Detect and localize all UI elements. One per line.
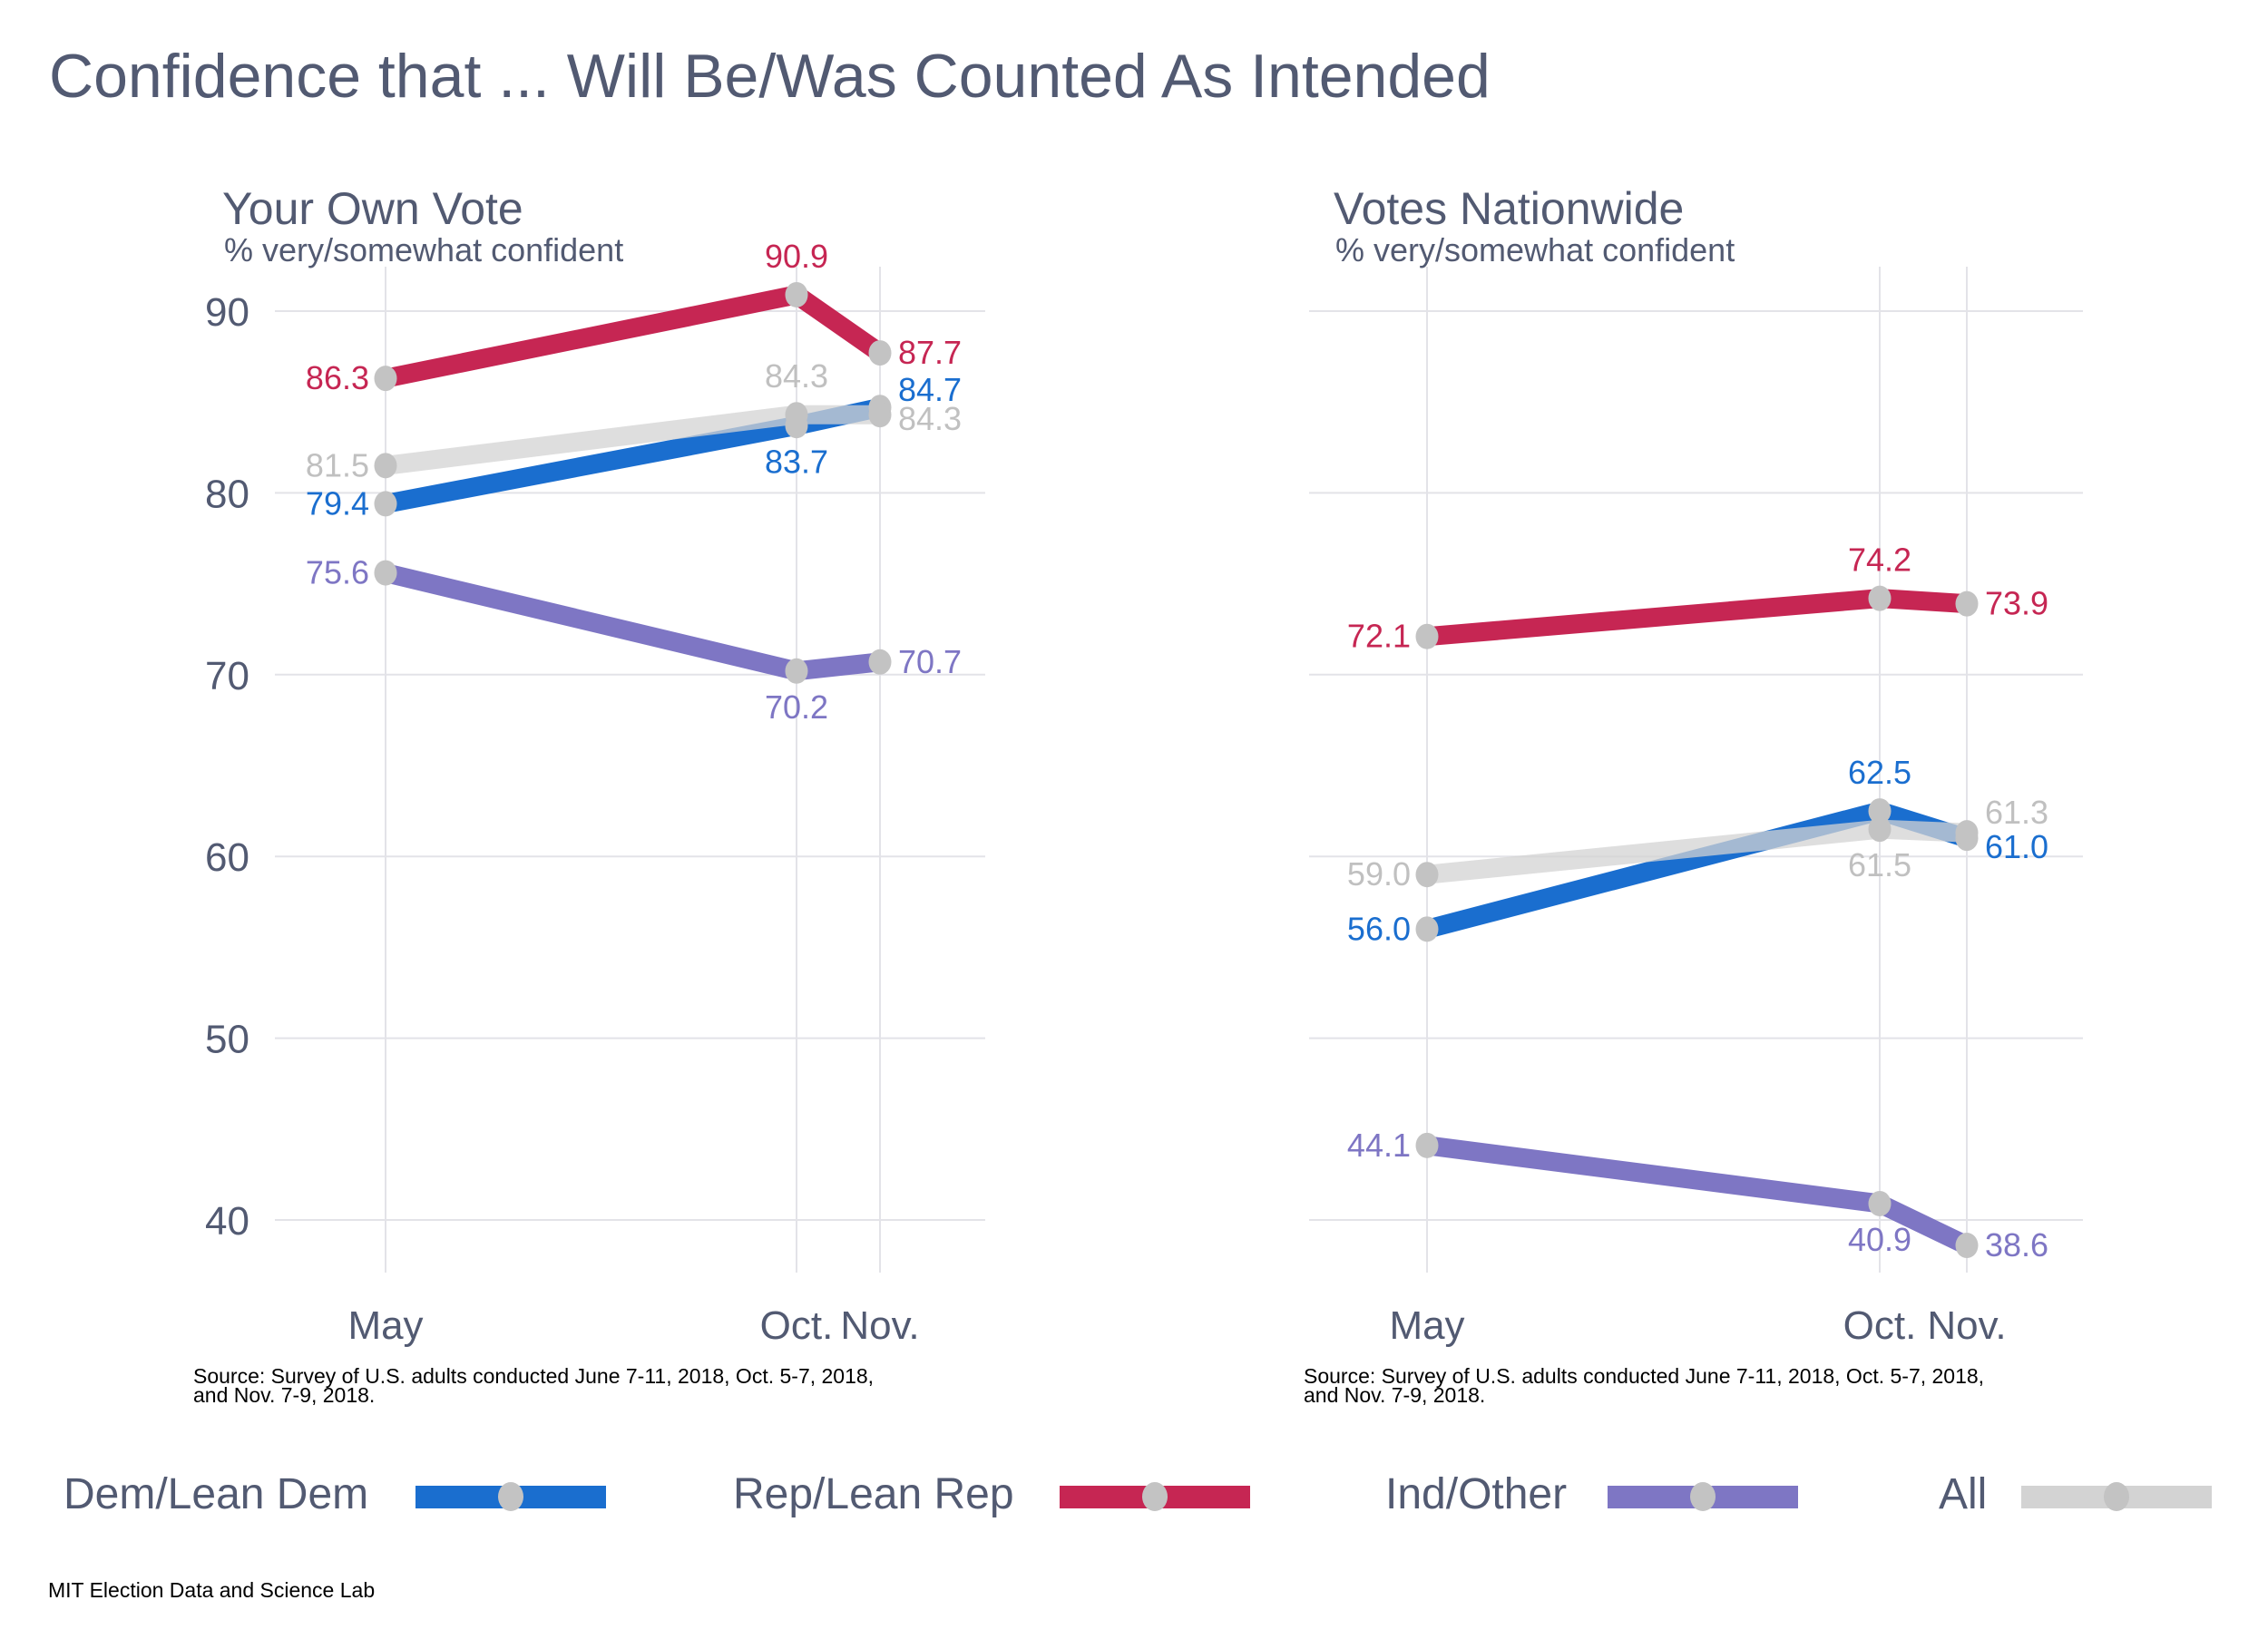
left-marker-ind xyxy=(868,649,892,675)
left-source-line-1: Source: Survey of U.S. adults conducted … xyxy=(193,1364,875,1388)
left-data-label-all: 81.5 xyxy=(306,446,369,483)
right-marker-ind xyxy=(1955,1233,1979,1259)
right-marker-all xyxy=(1868,816,1892,843)
left-data-label-ind: 70.7 xyxy=(898,643,962,680)
left-data-label-ind: 75.6 xyxy=(306,554,369,591)
left-data-label-dem: 83.7 xyxy=(765,443,828,480)
left-y-tick-label: 60 xyxy=(205,835,249,880)
left-data-label-ind: 70.2 xyxy=(765,688,828,726)
legend-swatch-ind xyxy=(1608,1482,1798,1511)
right-data-label-rep: 72.1 xyxy=(1347,618,1411,655)
left-series-line-ind xyxy=(383,563,882,681)
right-marker-all xyxy=(1955,820,1979,846)
right-data-label-dem: 61.0 xyxy=(1985,828,2048,865)
left-y-tick-label: 50 xyxy=(205,1018,249,1062)
left-y-tick-label: 70 xyxy=(205,654,249,698)
left-marker-all xyxy=(785,402,808,428)
legend-swatch-all xyxy=(2021,1482,2212,1511)
left-y-tick-label: 80 xyxy=(205,472,249,516)
legend-swatch-rep xyxy=(1060,1482,1250,1511)
right-data-label-dem: 62.5 xyxy=(1848,754,1911,791)
right-marker-ind xyxy=(1415,1132,1439,1158)
right-marker-rep xyxy=(1955,590,1979,617)
left-data-label-rep: 86.3 xyxy=(306,359,369,396)
legend-marker-all xyxy=(2104,1482,2129,1511)
left-data-label-dem: 84.7 xyxy=(898,371,962,408)
right-marker-dem xyxy=(1868,798,1892,824)
legend-marker-rep xyxy=(1142,1482,1168,1511)
legend-marker-dem xyxy=(498,1482,523,1511)
right-marker-all xyxy=(1415,862,1439,888)
legend-label-ind: Ind/Other xyxy=(1385,1470,1568,1518)
left-data-label-all: 84.3 xyxy=(765,357,828,395)
right-data-label-ind: 38.6 xyxy=(1985,1226,2048,1264)
left-x-tick-label: Nov. xyxy=(840,1303,919,1348)
right-data-label-ind: 40.9 xyxy=(1848,1221,1911,1258)
legend-label-all: All xyxy=(1939,1470,1988,1518)
right-source-line-1: Source: Survey of U.S. adults conducted … xyxy=(1304,1364,1985,1388)
left-marker-rep xyxy=(868,340,892,366)
right-marker-dem xyxy=(1415,916,1439,942)
left-x-tick-label: Oct. xyxy=(760,1303,834,1348)
right-data-label-ind: 44.1 xyxy=(1347,1127,1411,1164)
left-y-tick-label: 40 xyxy=(205,1199,249,1244)
left-marker-ind xyxy=(785,658,808,684)
right-x-tick-label: May xyxy=(1389,1303,1464,1348)
left-marker-dem xyxy=(374,491,397,517)
legend-label-dem: Dem/Lean Dem xyxy=(64,1470,369,1518)
right-data-label-rep: 73.9 xyxy=(1985,585,2048,622)
left-marker-ind xyxy=(374,560,397,586)
right-marker-rep xyxy=(1868,585,1892,611)
left-panel-title: Your Own Vote xyxy=(222,183,523,234)
legend-label-rep: Rep/Lean Rep xyxy=(733,1470,1014,1518)
left-data-label-all: 84.3 xyxy=(898,400,962,437)
right-panel-subtitle: % very/somewhat confident xyxy=(1335,231,1735,268)
left-marker-all xyxy=(374,453,397,479)
left-marker-rep xyxy=(785,281,808,307)
right-x-tick-label: Nov. xyxy=(1927,1303,2006,1348)
left-panel-subtitle: % very/somewhat confident xyxy=(224,231,624,268)
right-panel-title: Votes Nationwide xyxy=(1334,183,1685,234)
legend-swatch-dem xyxy=(415,1482,606,1511)
right-data-label-rep: 74.2 xyxy=(1848,542,1911,579)
right-data-label-all: 59.0 xyxy=(1347,855,1411,893)
left-x-tick-label: May xyxy=(347,1303,423,1348)
left-data-label-dem: 79.4 xyxy=(306,484,369,522)
right-x-tick-label: Oct. xyxy=(1843,1303,1917,1348)
legend-marker-ind xyxy=(1690,1482,1716,1511)
right-marker-rep xyxy=(1415,623,1439,649)
right-source-line-2: and Nov. 7-9, 2018. xyxy=(1304,1383,1486,1407)
right-marker-ind xyxy=(1868,1190,1892,1216)
left-y-tick-label: 90 xyxy=(205,290,249,335)
main-title: Confidence that ... Will Be/Was Counted … xyxy=(49,42,1491,111)
left-data-label-rep: 87.7 xyxy=(898,334,962,371)
left-data-label-rep: 90.9 xyxy=(765,238,828,275)
left-marker-all xyxy=(868,402,892,428)
right-data-label-all: 61.5 xyxy=(1848,846,1911,883)
right-data-label-dem: 56.0 xyxy=(1347,910,1411,947)
left-source-line-2: and Nov. 7-9, 2018. xyxy=(193,1383,376,1407)
footer-credit: MIT Election Data and Science Lab xyxy=(48,1578,376,1602)
right-data-label-all: 61.3 xyxy=(1985,794,2048,831)
left-marker-rep xyxy=(374,366,397,392)
